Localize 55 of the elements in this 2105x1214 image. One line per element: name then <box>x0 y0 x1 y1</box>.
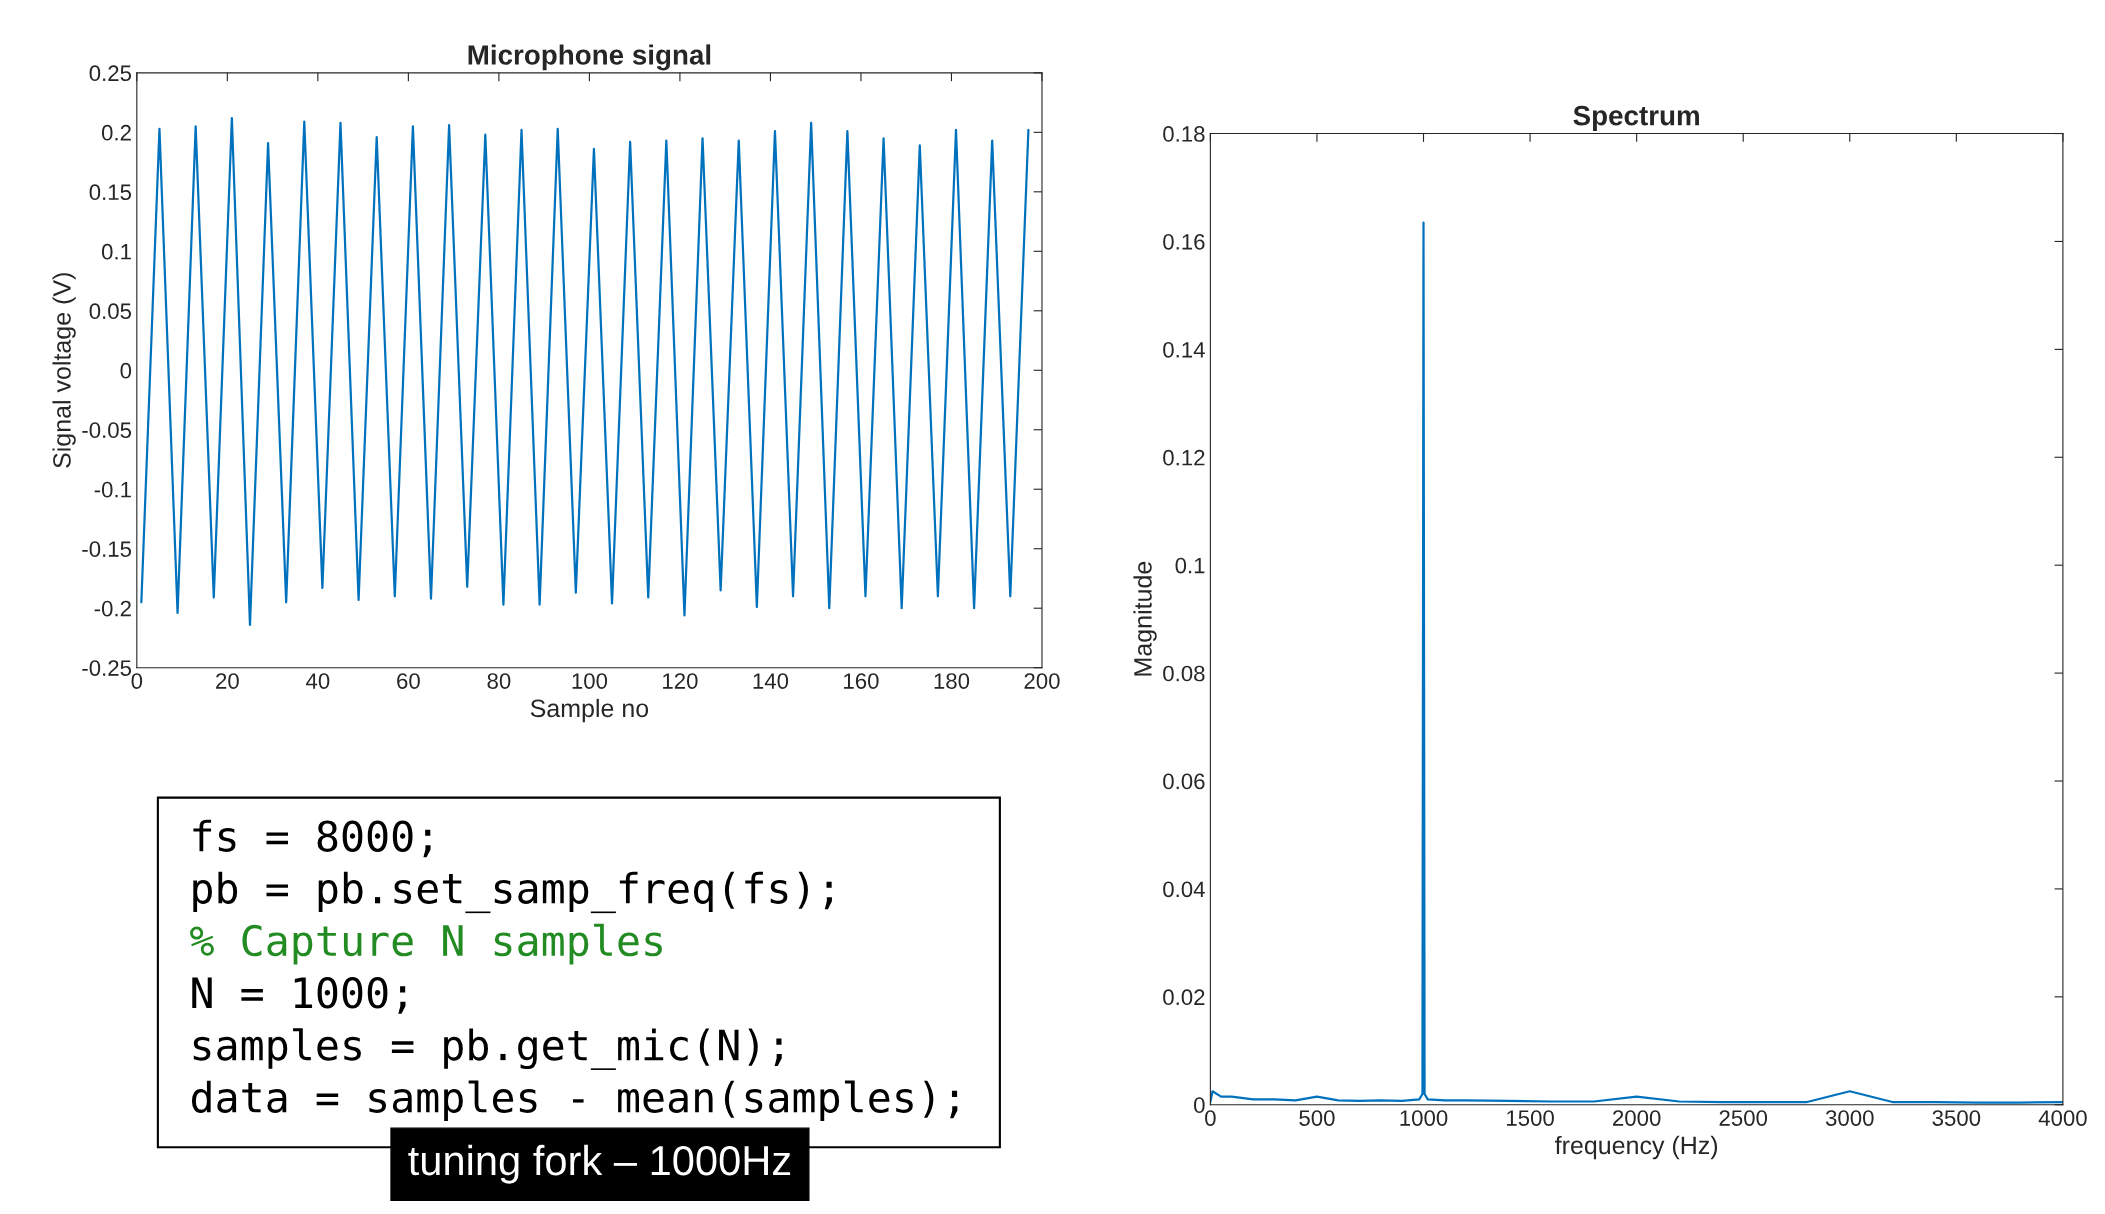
x-tick-label: 100 <box>572 673 608 689</box>
y-tick-label: 0.04 <box>1163 881 1205 898</box>
x-tick-label: 40 <box>306 673 330 689</box>
y-tick-label: 0.12 <box>1163 449 1205 466</box>
y-tick-label: 0.2 <box>101 124 131 141</box>
y-tick-label: 0.08 <box>1163 665 1205 682</box>
x-tick-label: 1500 <box>1507 1110 1554 1126</box>
x-tick-label: 20 <box>216 673 239 689</box>
x-tick-label: 80 <box>487 673 511 689</box>
y-tick-label: -0.15 <box>82 541 132 557</box>
y-tick-label: 0.06 <box>1163 773 1205 790</box>
y-tick-label: 0.15 <box>89 184 132 201</box>
x-tick-label: 500 <box>1299 1110 1335 1126</box>
y-axis-title: Magnitude <box>1133 561 1157 676</box>
x-axis-title: Sample no <box>530 698 649 723</box>
x-axis-title: frequency (Hz) <box>1555 1135 1718 1160</box>
text: data = samples - mean(samples); <box>191 1080 958 1122</box>
x-tick-label: 3000 <box>1825 1110 1874 1126</box>
x-tick-label: 2000 <box>1613 1110 1661 1126</box>
y-tick-label: 0.02 <box>1163 989 1205 1006</box>
x-tick-label: 140 <box>753 673 789 689</box>
text: samples = pb.get_mic(N); <box>193 1028 782 1070</box>
y-tick-label: 0 <box>120 362 132 379</box>
x-tick-label: 160 <box>844 673 879 689</box>
y-tick-label: 0.14 <box>1163 341 1205 358</box>
y-tick-label: 0.25 <box>89 65 132 82</box>
y-tick-label: -0.1 <box>94 481 131 498</box>
x-tick-label: 1000 <box>1400 1110 1448 1126</box>
y-tick-label: 0.1 <box>1175 557 1205 574</box>
x-tick-label: 4000 <box>2038 1110 2087 1126</box>
y-tick-label: 0.1 <box>101 243 131 260</box>
y-tick-label: -0.05 <box>82 422 132 439</box>
text: % Capture N samples <box>190 923 662 965</box>
text: N = 1000; <box>192 977 406 1014</box>
text: tuning fork – 1000Hz <box>408 1144 791 1184</box>
y-tick-label: 0.05 <box>89 303 132 320</box>
y-tick-label: -0.2 <box>94 600 131 617</box>
y-tick-label: 0.18 <box>1163 126 1205 142</box>
x-tick-label: 60 <box>397 673 420 689</box>
y-tick-label: 0 <box>1194 1097 1205 1114</box>
y-tick-label: -0.25 <box>82 660 132 676</box>
y-tick-label: 0.16 <box>1163 233 1205 250</box>
x-tick-label: 0 <box>131 673 143 689</box>
text: fs = 8000; <box>193 819 431 858</box>
chart-title: Spectrum <box>1573 105 1699 131</box>
x-tick-label: 3500 <box>1932 1110 1981 1126</box>
x-tick-label: 0 <box>1205 1110 1216 1126</box>
x-tick-label: 180 <box>934 673 970 689</box>
line-series <box>140 116 1030 626</box>
text: pb = pb.set_samp_freq(fs); <box>193 871 832 914</box>
x-tick-label: 2500 <box>1719 1110 1768 1126</box>
x-tick-label: 120 <box>663 673 698 689</box>
x-tick-label: 200 <box>1024 673 1060 689</box>
y-axis-title: Signal voltage (V) <box>52 273 76 468</box>
chart-title: Microphone signal <box>468 44 711 71</box>
